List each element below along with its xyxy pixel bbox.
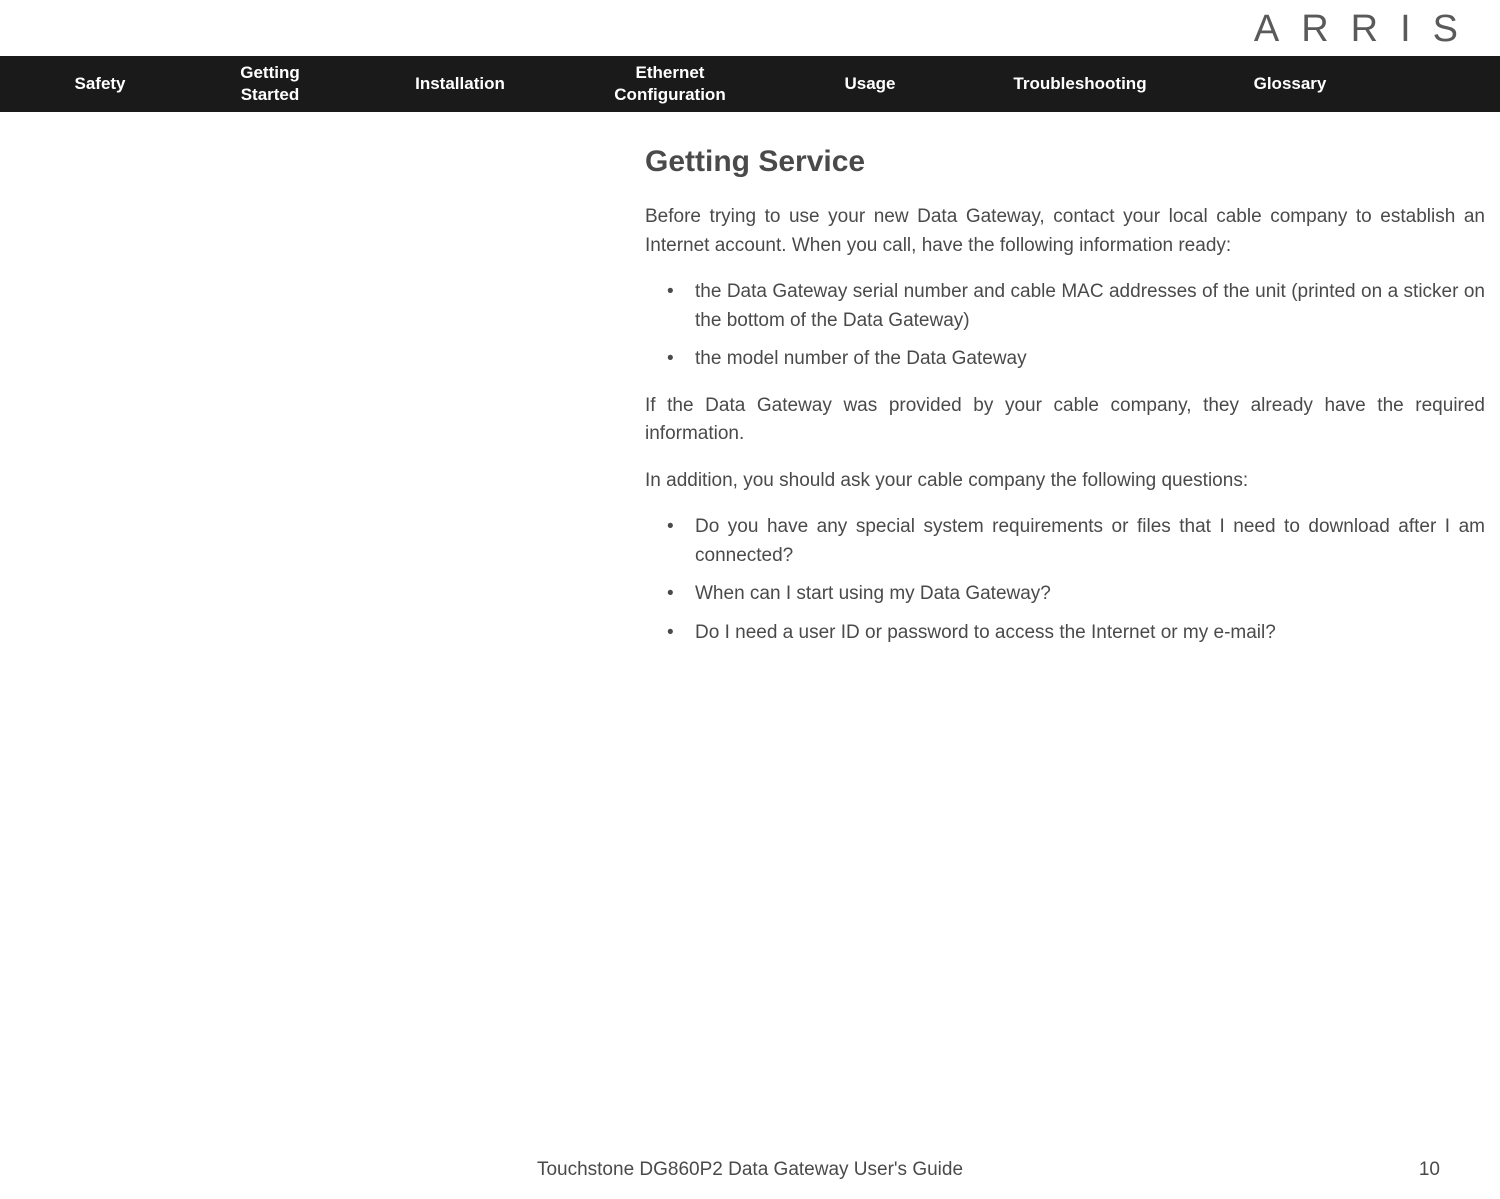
page-footer: Touchstone DG860P2 Data Gateway User's G… [0, 1159, 1500, 1181]
provided-note: If the Data Gateway was provided by your… [645, 392, 1485, 449]
page-number: 10 [1419, 1159, 1440, 1181]
footer-doc-title: Touchstone DG860P2 Data Gateway User's G… [537, 1159, 963, 1181]
nav-troubleshooting[interactable]: Troubleshooting [960, 73, 1200, 95]
question-bullet: Do you have any special system requireme… [695, 513, 1485, 570]
info-bullet: the model number of the Data Gateway [695, 345, 1485, 374]
info-bullet: the Data Gateway serial number and cable… [695, 278, 1485, 335]
question-bullet: When can I start using my Data Gateway? [695, 580, 1485, 609]
questions-intro: In addition, you should ask your cable c… [645, 467, 1485, 496]
page-title: Getting Service [645, 145, 1485, 179]
nav-usage[interactable]: Usage [780, 73, 960, 95]
nav-installation[interactable]: Installation [360, 73, 560, 95]
brand-logo: ARRIS [1254, 8, 1480, 51]
main-navbar: Safety Getting Started Installation Ethe… [0, 56, 1500, 112]
nav-glossary[interactable]: Glossary [1200, 73, 1380, 95]
questions-list: Do you have any special system requireme… [645, 513, 1485, 647]
intro-paragraph: Before trying to use your new Data Gatew… [645, 203, 1485, 260]
nav-ethernet-configuration[interactable]: Ethernet Configuration [560, 62, 780, 106]
nav-safety[interactable]: Safety [20, 73, 180, 95]
main-content: Getting Service Before trying to use you… [645, 145, 1485, 665]
nav-getting-started[interactable]: Getting Started [180, 62, 360, 106]
question-bullet: Do I need a user ID or password to acces… [695, 619, 1485, 648]
info-list: the Data Gateway serial number and cable… [645, 278, 1485, 374]
